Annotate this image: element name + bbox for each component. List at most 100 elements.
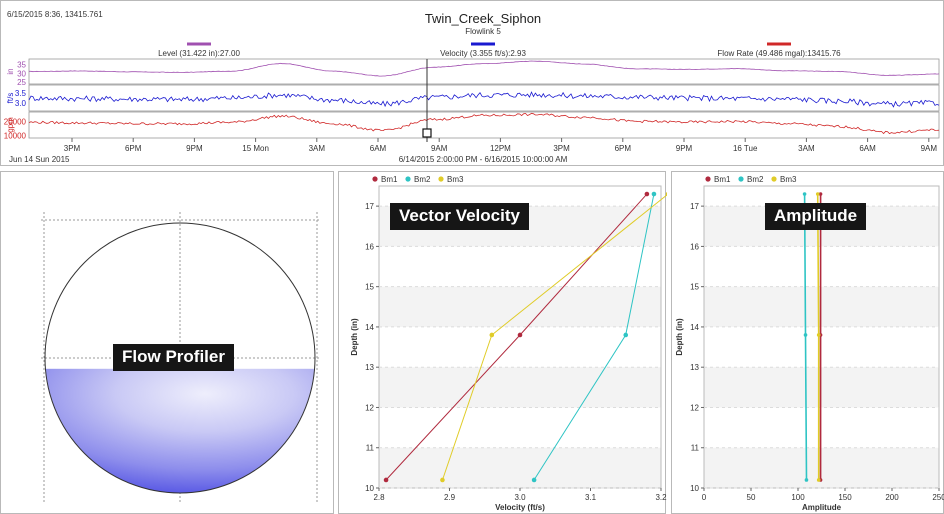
time-tick-label-7: 12PM: [490, 144, 511, 153]
strip-ytick-2-1: 10000: [4, 131, 27, 140]
chart-title: Twin_Creek_Siphon: [425, 11, 541, 26]
legend-marker-bm1: [372, 176, 378, 182]
strip-ytick-0-2: 25: [17, 78, 26, 87]
legend-label-0: Level (31.422 in):27.00: [158, 49, 240, 58]
y-tick-label-3: 13: [690, 363, 699, 372]
plot-band-2: [379, 367, 661, 408]
time-axis: 3PM 6PM 9PM 15 Mon 3AM 6AM 9AM 12PM 3PM 6PM 9PM 16 …: [64, 138, 938, 153]
plot-frame: [703, 185, 940, 489]
x-axis-label: Amplitude: [802, 503, 842, 512]
time-tick-label-0: 3PM: [64, 144, 81, 153]
timestamp-readout: 6/15/2015 8:36, 13415.761: [7, 10, 103, 19]
legend-marker-bm2: [738, 176, 744, 182]
y-tick-label-0: 10: [690, 484, 699, 493]
strip-ytick-0-0: 35: [17, 60, 26, 69]
vector-velocity-panel: 10 11 12 13 14 15 16 17 2.8 2.9 3.0 3.1 3.2 Velocity …: [338, 171, 671, 514]
y-tick-label-1: 11: [691, 444, 700, 453]
y-tick-label-2: 12: [365, 403, 374, 412]
x-tick-label-0: 2.8: [373, 493, 385, 502]
pipe-outline: [44, 222, 316, 494]
time-cursor-handle[interactable]: [422, 128, 432, 138]
y-tick-label-4: 14: [690, 323, 699, 332]
series-point-bm3-1: [489, 332, 495, 338]
x-tick-label-4: 3.2: [655, 493, 667, 502]
strip-ytick-1-1: 3.0: [15, 99, 27, 108]
series-point-bm3-2: [815, 192, 820, 196]
strip-series-line-1: [28, 91, 940, 108]
legend-label-1: Velocity (3.355 ft/s):2.93: [440, 49, 526, 58]
plot-band-4: [379, 286, 661, 327]
series-point-bm3-1: [816, 333, 821, 337]
legend-label-bm1: Bm1: [714, 175, 731, 184]
x-tick-label-1: 2.9: [444, 493, 456, 502]
x-tick-label-4: 200: [885, 493, 899, 502]
series-point-bm1-2: [644, 191, 650, 197]
series-point-bm2-0: [804, 478, 809, 482]
date-range-label: 6/14/2015 2:00:00 PM - 6/16/2015 10:00:0…: [399, 155, 568, 164]
flow-profiler-chart: [41, 212, 319, 502]
legend-label-bm3: Bm3: [780, 175, 797, 184]
legend-marker-bm3: [771, 176, 777, 182]
series-point-bm1-0: [383, 477, 389, 483]
x-tick-label-0: 0: [702, 493, 707, 502]
y-tick-label-2: 12: [690, 403, 699, 412]
legend-label-bm3: Bm3: [447, 175, 464, 184]
y-tick-label-7: 17: [365, 202, 374, 211]
time-tick-label-13: 6AM: [859, 144, 876, 153]
time-tick-label-10: 9PM: [676, 144, 693, 153]
legend-label-bm2: Bm2: [747, 175, 764, 184]
time-tick-label-6: 9AM: [431, 144, 448, 153]
time-tick-label-3: 15 Mon: [242, 144, 269, 153]
strip-series: [28, 60, 940, 135]
strip-series-line-0: [29, 60, 940, 77]
time-tick-label-9: 6PM: [615, 144, 632, 153]
time-tick-label-8: 3PM: [553, 144, 570, 153]
x-tick-label-5: 250: [932, 493, 944, 502]
y-axis-label: Depth (in): [350, 318, 359, 356]
x-tick-label-1: 50: [747, 493, 756, 502]
time-tick-label-5: 6AM: [370, 144, 387, 153]
time-series-panel: 6/15/2015 8:36, 13415.761 Twin_Creek_Sip…: [0, 0, 944, 166]
series-point-bm1-2: [818, 192, 823, 196]
vector-velocity-chart: 10 11 12 13 14 15 16 17 2.8 2.9 3.0 3.1 3.2 Velocity …: [350, 175, 671, 512]
plot-band-4: [704, 286, 939, 327]
series-point-bm2-1: [623, 332, 629, 338]
strip-ytick-0-1: 30: [17, 69, 26, 78]
time-tick-label-14: 9AM: [921, 144, 938, 153]
legend-label-bm1: Bm1: [381, 175, 398, 184]
time-tick-label-4: 3AM: [309, 144, 326, 153]
amplitude-chart: 10 11 12 13 14 15 16 17 0 50 100 150 200 250 Amplitude…: [675, 175, 944, 512]
plot-band-0: [704, 447, 939, 488]
series-point-bm2-2: [651, 191, 657, 197]
amplitude-panel: 10 11 12 13 14 15 16 17 0 50 100 150 200 250 Amplitude…: [671, 171, 944, 514]
legend-label-2: Flow Rate (49.486 mgal):13415.76: [717, 49, 841, 58]
series-line-bm3: [816, 194, 820, 480]
plot-band-2: [704, 367, 939, 408]
x-tick-label-3: 150: [838, 493, 852, 502]
time-tick-label-12: 3AM: [798, 144, 815, 153]
series-point-bm2-1: [803, 333, 808, 337]
flow-profiler-callout: Flow Profiler: [113, 344, 234, 371]
time-tick-label-1: 6PM: [125, 144, 142, 153]
x-tick-label-2: 3.0: [514, 493, 526, 502]
y-tick-label-6: 16: [690, 242, 699, 251]
x-axis-label: Velocity (ft/s): [495, 503, 545, 512]
flow-fill-area: [45, 368, 315, 493]
flow-profiler-panel: Flow Profiler: [0, 171, 334, 514]
strip-ytick-1-0: 3.5: [15, 89, 27, 98]
series-point-bm1-1: [517, 332, 523, 338]
y-tick-label-5: 15: [690, 283, 699, 292]
legend-label-bm2: Bm2: [414, 175, 431, 184]
y-tick-label-0: 10: [365, 484, 374, 493]
strip-legend: Level (31.422 in):27.00 Velocity (3.355 f…: [158, 42, 841, 58]
strip-unit-0: in: [6, 68, 15, 74]
series-point-bm3-0: [440, 477, 445, 483]
y-axis-label: Depth (in): [675, 318, 684, 356]
time-tick-label-11: 16 Tue: [733, 144, 758, 153]
y-tick-label-7: 17: [690, 202, 699, 211]
strip-frame-0: [28, 58, 940, 85]
y-tick-label-6: 16: [365, 242, 374, 251]
x-tick-label-3: 3.1: [585, 493, 597, 502]
start-date-label: Jun 14 Sun 2015: [9, 155, 70, 164]
